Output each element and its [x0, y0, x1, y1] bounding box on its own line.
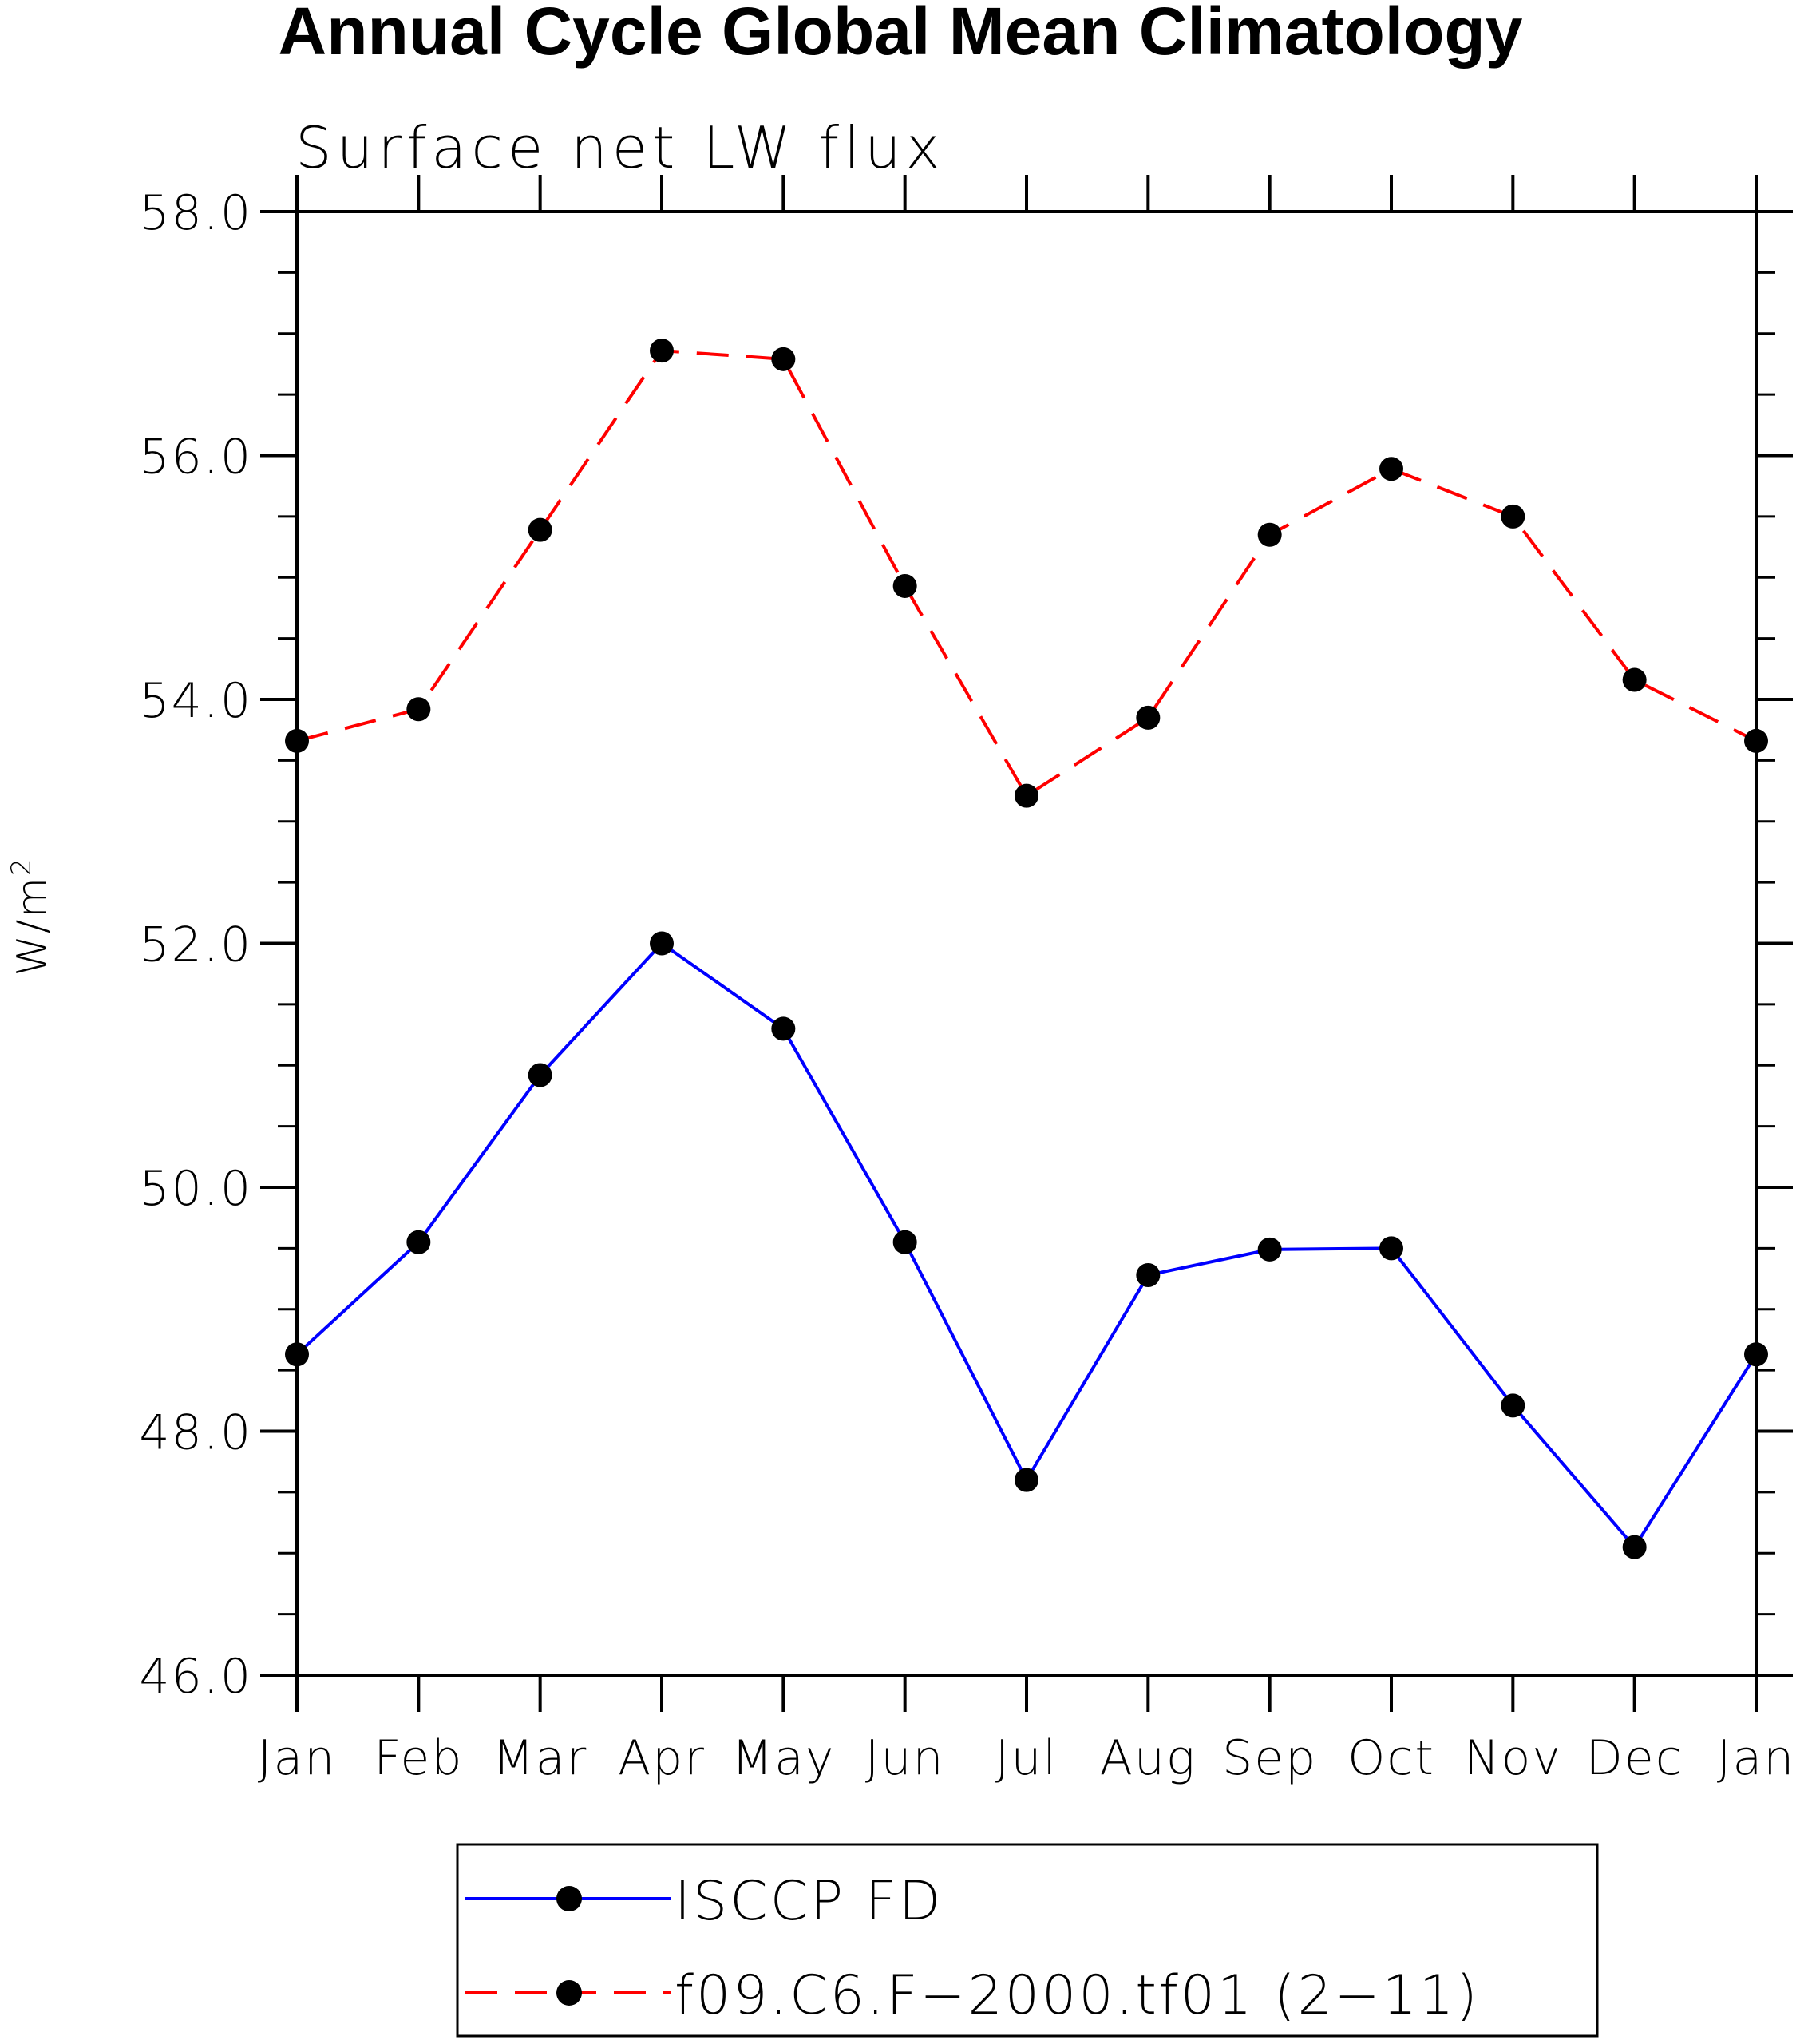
y-tick-label: 50.0	[139, 1161, 252, 1217]
x-tick-label: Oct	[1347, 1730, 1435, 1786]
data-point-series-2	[1379, 457, 1403, 481]
data-point-series-2	[1257, 522, 1282, 547]
legend-marker-1	[556, 1886, 582, 1911]
y-tick-label: 46.0	[139, 1649, 252, 1705]
y-tick-label: 58.0	[139, 185, 252, 241]
y-axis-label-superscript: 2	[6, 857, 38, 876]
plot-frame	[295, 210, 1758, 1677]
data-point-series-1	[650, 931, 674, 956]
legend-marker-2	[556, 1980, 582, 2006]
data-point-series-2	[1622, 667, 1647, 692]
plot-area: 46.0 48.0 50.0 52.0 54.0 56.0 58.0 Jan Feb Mar Apr…	[139, 175, 1796, 1786]
data-point-series-1	[285, 1342, 309, 1367]
data-point-series-1	[771, 1016, 796, 1041]
data-point-series-1	[406, 1230, 431, 1254]
data-point-series-1	[892, 1230, 917, 1254]
y-axis-label-base: W/m	[9, 876, 57, 976]
x-tick-label: Jan	[1717, 1730, 1796, 1786]
series-line-1	[295, 941, 1758, 1550]
data-point-series-1	[1379, 1236, 1403, 1261]
x-tick-label: May	[731, 1730, 835, 1786]
y-tick-label: 48.0	[139, 1405, 252, 1461]
data-point-series-2	[528, 517, 552, 542]
x-tick-label: Sep	[1222, 1730, 1317, 1786]
data-point-series-2	[1744, 728, 1768, 753]
x-tick-label: Apr	[618, 1730, 706, 1786]
x-tick-label: Feb	[374, 1730, 463, 1786]
data-point-series-1	[1501, 1393, 1525, 1418]
x-tick-label: Nov	[1464, 1730, 1562, 1786]
x-tick-label: Mar	[493, 1730, 587, 1786]
data-point-series-2	[650, 339, 674, 363]
data-point-series-1	[1744, 1342, 1768, 1367]
data-point-series-1	[528, 1063, 552, 1087]
y-tick-label: 52.0	[139, 917, 252, 973]
data-point-series-2	[406, 697, 431, 722]
series-line-2	[296, 349, 1757, 798]
legend-label-2: f09.C6.F−2000.tf01 (2−11)	[675, 1964, 1480, 2027]
chart-title: Annual Cycle Global Mean Climatology	[279, 0, 1523, 69]
data-point-series-1	[1257, 1237, 1282, 1262]
chart-subtitle: Surface net LW flux	[295, 114, 944, 181]
y-tick-label: 54.0	[139, 673, 252, 729]
data-point-series-1	[1622, 1535, 1647, 1559]
data-point-series-1	[1136, 1262, 1161, 1287]
legend: ISCCP FD f09.C6.F−2000.tf01 (2−11)	[456, 1843, 1599, 2038]
legend-label-1: ISCCP FD	[675, 1870, 943, 1933]
x-tick-label: Jul	[995, 1730, 1058, 1786]
legend-box	[456, 1843, 1599, 2038]
x-tick-label: Jun	[865, 1730, 945, 1786]
data-point-series-2	[1136, 705, 1161, 730]
y-tick-label: 56.0	[139, 430, 252, 485]
x-tick-label: Dec	[1586, 1730, 1683, 1786]
data-point-series-2	[892, 573, 917, 598]
data-point-series-2	[771, 347, 796, 371]
data-point-series-2	[1501, 504, 1525, 529]
x-tick-label: Aug	[1100, 1730, 1197, 1786]
data-point-series-2	[1015, 783, 1038, 808]
y-axis-label: W/m2	[6, 857, 57, 976]
data-point-series-2	[285, 728, 309, 753]
x-tick-label: Jan	[258, 1730, 337, 1786]
data-point-series-1	[1015, 1468, 1038, 1492]
